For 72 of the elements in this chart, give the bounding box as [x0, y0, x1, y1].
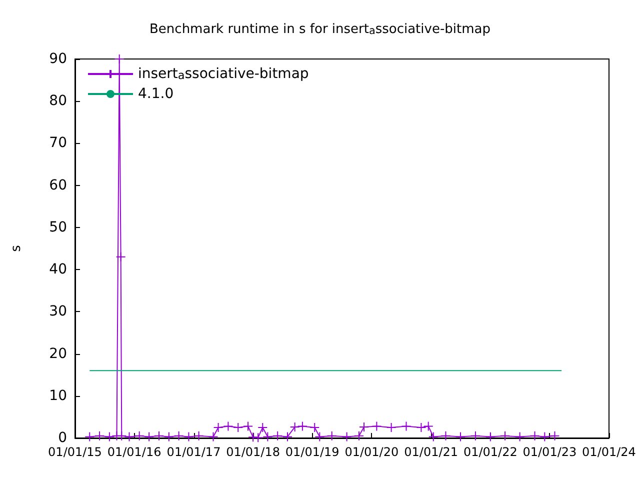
point — [359, 422, 370, 432]
point — [213, 422, 224, 432]
point — [354, 430, 364, 441]
point — [184, 432, 194, 442]
point — [310, 422, 320, 432]
point — [326, 430, 337, 441]
point — [428, 432, 438, 442]
point — [290, 422, 300, 432]
point — [164, 432, 174, 442]
point — [514, 432, 525, 442]
point — [416, 422, 426, 432]
y-tick-label: 50 — [49, 219, 67, 236]
y-tick-label: 30 — [49, 304, 67, 320]
point — [144, 432, 154, 442]
point — [94, 430, 105, 441]
point — [485, 432, 496, 442]
y-tick-label: 90 — [49, 51, 67, 67]
point — [314, 432, 325, 442]
point — [154, 430, 164, 441]
y-tick-label: 60 — [49, 177, 67, 194]
point — [116, 252, 126, 262]
y-tick-label: 80 — [49, 93, 67, 110]
legend-label: insertassociative-bitmap — [138, 66, 309, 82]
x-tick-label: 01/01/19 — [285, 445, 340, 459]
point — [243, 421, 254, 432]
chart-title: Benchmark runtime in s for insertassociative-bitmap — [150, 22, 490, 37]
y-tick-label: 20 — [49, 346, 67, 362]
x-tick-label: 01/01/18 — [226, 445, 280, 459]
point — [386, 422, 396, 432]
y-tick-label: 0 — [58, 430, 67, 446]
x-tick-label: 01/01/23 — [522, 445, 577, 459]
y-axis-title: s — [9, 244, 24, 252]
x-tick-label: 01/01/20 — [344, 445, 399, 459]
point — [258, 422, 268, 432]
point — [194, 430, 204, 441]
point — [440, 430, 451, 441]
point — [104, 432, 114, 442]
legend-label: 4.1.0 — [138, 86, 174, 102]
x-tick-label: 01/01/17 — [166, 445, 221, 459]
point — [124, 432, 134, 442]
point — [233, 422, 244, 432]
point — [134, 430, 144, 441]
y-tick-label: 70 — [49, 135, 67, 152]
point — [500, 430, 510, 441]
point — [253, 432, 264, 443]
point — [84, 432, 95, 442]
point — [223, 421, 234, 432]
point — [272, 430, 283, 441]
point — [297, 421, 308, 432]
point — [456, 432, 466, 442]
x-tick-label: 01/01/21 — [404, 445, 458, 459]
x-tick-label: 01/01/16 — [107, 445, 162, 459]
y-tick-label: 10 — [49, 388, 67, 404]
point — [174, 430, 184, 441]
x-tick-label: 01/01/24 — [582, 445, 636, 459]
point — [282, 432, 292, 442]
point — [116, 430, 127, 441]
point — [114, 54, 124, 64]
point — [540, 432, 550, 442]
point — [550, 430, 560, 441]
point — [372, 421, 382, 432]
point — [423, 421, 434, 432]
y-tick-label: 40 — [49, 262, 67, 278]
point — [248, 432, 258, 442]
point — [470, 430, 480, 441]
point — [262, 432, 273, 442]
point — [530, 430, 540, 441]
x-tick-label: 01/01/22 — [463, 445, 518, 459]
point — [208, 432, 218, 442]
x-tick-label: 01/01/15 — [48, 445, 102, 459]
point — [342, 432, 352, 442]
point — [401, 421, 412, 432]
